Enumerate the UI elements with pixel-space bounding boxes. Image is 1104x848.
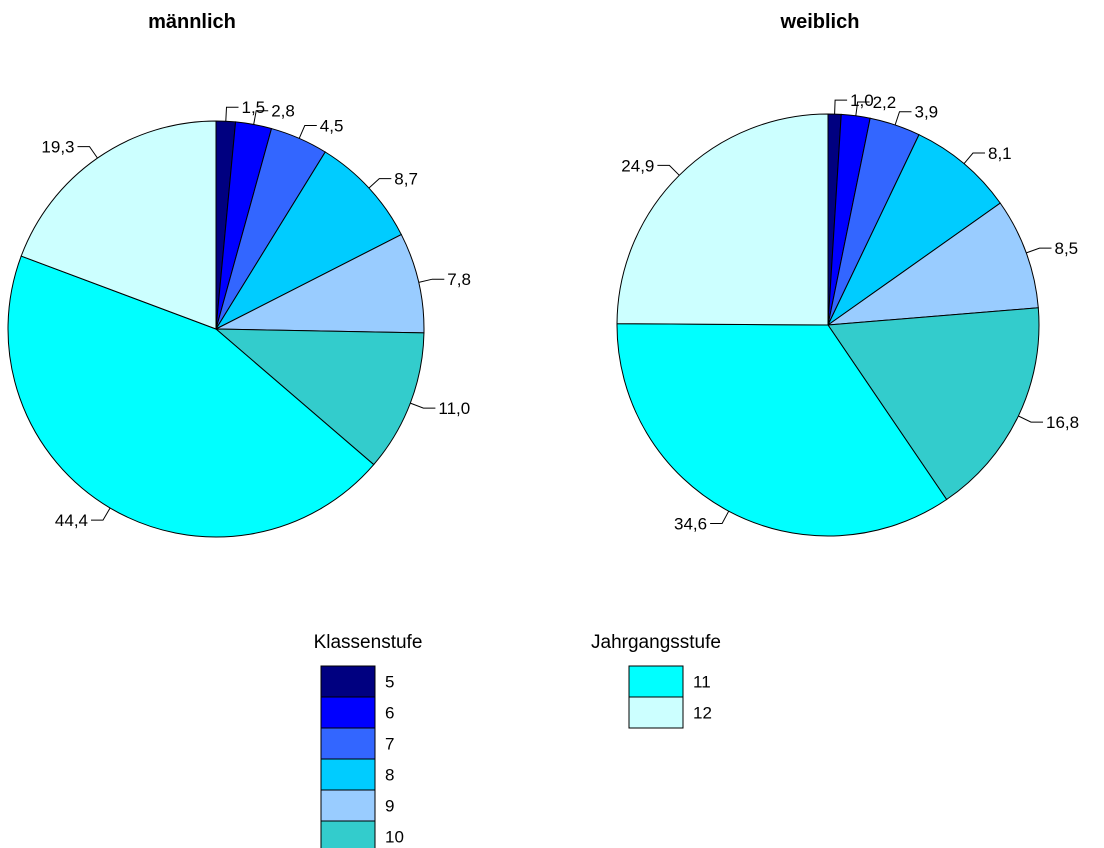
leader-line — [657, 164, 680, 176]
legend-label-6: 6 — [385, 704, 394, 723]
data-label: 8,5 — [1055, 239, 1079, 258]
legend-swatch-5 — [320, 665, 376, 698]
pie-slice-8 — [826, 133, 1001, 327]
legend-swatch-8 — [320, 758, 376, 791]
legend-jahrgangsstufe: Jahrgangsstufe 11 12 — [591, 632, 721, 729]
data-label: 8,1 — [988, 144, 1012, 163]
pie-slice-11 — [7, 255, 375, 538]
chart-title-weiblich: weiblich — [780, 11, 860, 33]
data-label: 2,2 — [873, 93, 897, 112]
data-label: 44,4 — [55, 511, 88, 530]
data-label: 4,5 — [320, 117, 344, 136]
pie-slice-9 — [215, 233, 425, 334]
pie-slice-12 — [20, 120, 217, 330]
legend-label-8: 8 — [385, 766, 394, 785]
legend-swatch-10 — [320, 820, 376, 848]
legend-klassenstufe: Klassenstufe 5 6 7 8 9 10 — [314, 632, 423, 848]
pie-slice-10 — [827, 307, 1040, 501]
legend-title-klassenstufe: Klassenstufe — [314, 632, 423, 653]
pie-slice-8 — [214, 151, 403, 331]
leader-line — [834, 99, 848, 115]
legend-label-11: 11 — [693, 673, 711, 692]
pie-slice-11 — [616, 323, 948, 537]
data-label: 24,9 — [621, 156, 654, 175]
data-label: 1,5 — [242, 98, 266, 117]
leader-line — [1026, 247, 1052, 254]
legend-swatch-6 — [320, 696, 376, 729]
legend-title-jahrgangsstufe: Jahrgangsstufe — [591, 632, 721, 653]
leader-line — [91, 507, 111, 521]
leader-line — [1018, 415, 1043, 423]
data-label: 16,8 — [1046, 413, 1079, 432]
data-label: 34,6 — [674, 515, 707, 534]
legend-label-5: 5 — [385, 673, 394, 692]
leader-line — [298, 125, 317, 139]
data-label: 7,8 — [447, 270, 471, 289]
legend-label-7: 7 — [385, 735, 394, 754]
leader-line — [418, 278, 445, 283]
legend-swatch-9 — [320, 789, 376, 822]
legend-swatch-11 — [628, 665, 684, 698]
chart-title-maennlich: männlich — [148, 11, 236, 33]
leader-line — [253, 110, 269, 125]
leader-line — [855, 101, 870, 116]
data-label: 11,0 — [438, 399, 470, 418]
legend-label-9: 9 — [385, 797, 394, 816]
legend-label-10: 10 — [385, 828, 404, 847]
data-label: 19,3 — [41, 138, 74, 157]
leader-line — [710, 510, 730, 524]
data-label: 3,9 — [915, 103, 939, 122]
data-label: 8,7 — [394, 170, 418, 189]
pie-slice-12 — [616, 113, 829, 326]
leader-line — [894, 111, 912, 126]
leader-line — [77, 146, 98, 159]
data-label: 2,8 — [271, 102, 295, 121]
leader-line — [225, 106, 239, 122]
legend-swatch-7 — [320, 727, 376, 760]
legend-swatch-12 — [628, 696, 684, 729]
leader-line — [410, 402, 436, 409]
data-label: 1,0 — [850, 91, 874, 110]
leader-line — [963, 152, 985, 165]
pie-chart-maennlich: männlich 1,5 2,8 4,5 8,7 7,8 11,0 44,4 19,3 — [7, 11, 471, 538]
leader-line — [368, 178, 392, 189]
legend-label-12: 12 — [693, 704, 712, 723]
pie-chart-weiblich: weiblich 1,02,2 3,9 8,1 8,5 16,8 34,6 24,9 — [616, 11, 1079, 537]
